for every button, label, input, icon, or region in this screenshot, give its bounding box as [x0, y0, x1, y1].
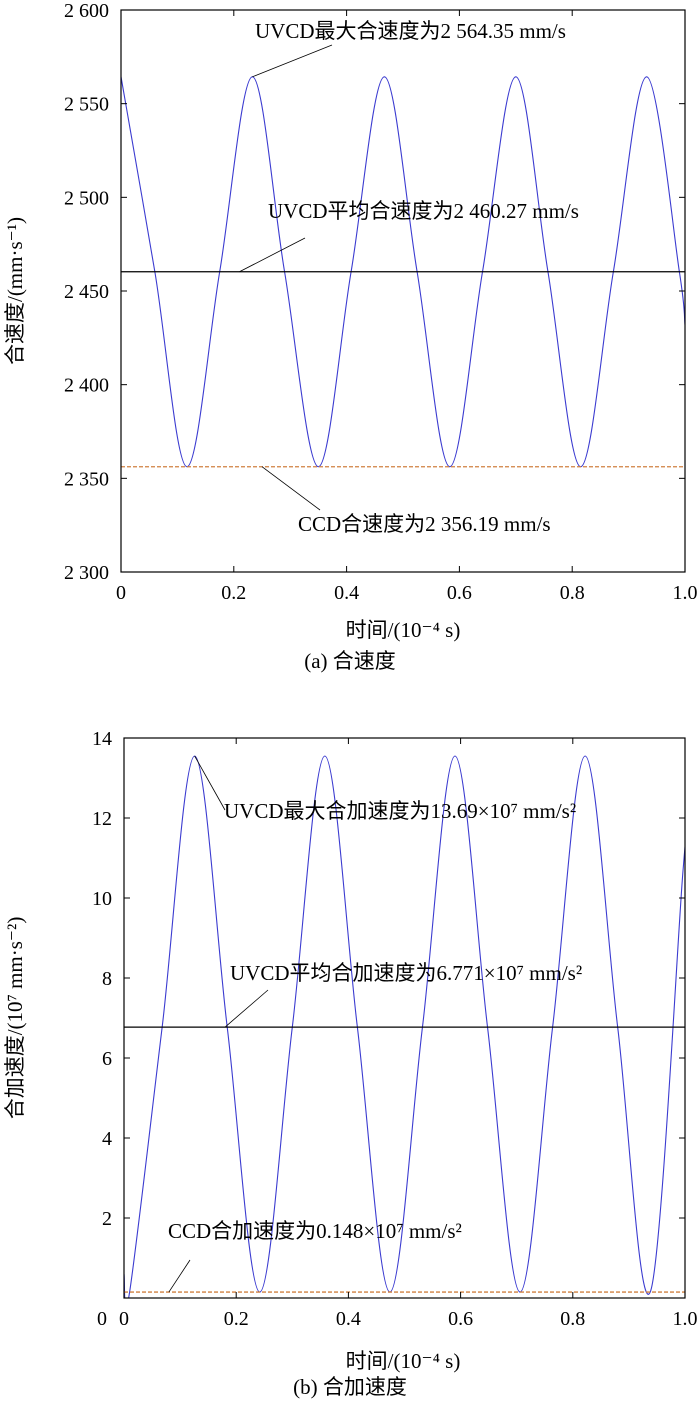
annotation-label: UVCD最大合速度为2 564.35 mm/s	[255, 19, 566, 43]
y-tick-label: 8	[102, 968, 112, 990]
annotation-label: CCD合加速度为0.148×10⁷ mm/s²	[168, 1219, 462, 1243]
x-tick-label: 0.2	[221, 582, 246, 604]
y-axis-title: 合速度/(mm·s⁻¹)	[3, 217, 27, 365]
annotation-leader	[261, 466, 321, 511]
annotation-leader	[224, 989, 269, 1028]
x-tick-label: 0.8	[560, 1308, 585, 1330]
plot-frame	[120, 9, 686, 573]
y-tick-label: 14	[92, 728, 112, 750]
chart-panel-a: 0 0.2 0.4 0.6 0.8 1.0 2 300 2 350 2 400 2 450 2 50…	[3, 0, 698, 673]
y-axis-title: 合加速度/(10⁷ mm·s⁻²)	[3, 917, 27, 1120]
y-tick-label: 4	[102, 1128, 112, 1150]
y-tick-label: 2 450	[64, 281, 109, 303]
y-tick-label: 6	[102, 1048, 112, 1070]
annotation-leader	[239, 237, 306, 273]
y-tick-label: 2 550	[64, 94, 109, 116]
y-tick-label: 2 400	[64, 375, 109, 397]
y-tick-label: 12	[92, 808, 112, 830]
chart-panel-b: 0 0.2 0.4 0.6 0.8 1.0 2 4 6 8 10 12 14 0 UVCD最大合加速度为13…	[3, 728, 698, 1399]
x-tick-label: 0	[119, 1308, 129, 1330]
plot-frame	[123, 737, 686, 1299]
y-tick-label: 10	[92, 888, 112, 910]
x-tick-label-origin: 0	[97, 1308, 107, 1330]
y-tick-label: 2 600	[64, 0, 109, 22]
y-tick-label: 2 350	[64, 468, 109, 490]
x-axis-title: 时间/(10⁻⁴ s)	[346, 618, 461, 642]
y-tick-label: 2	[102, 1208, 112, 1230]
x-tick-label: 1.0	[673, 1308, 698, 1330]
annotation-leader	[194, 755, 226, 811]
x-tick-label: 1.0	[673, 582, 698, 604]
x-tick-label: 0.6	[447, 582, 472, 604]
x-tick-label: 0.4	[336, 1308, 361, 1330]
series-line-0	[121, 76, 685, 468]
figure-caption: (b) 合加速度	[293, 1375, 407, 1399]
annotation-leader	[168, 1259, 191, 1293]
x-tick-label: 0	[116, 582, 126, 604]
figure-caption: (a) 合速度	[304, 649, 396, 673]
x-axis-title: 时间/(10⁻⁴ s)	[346, 1349, 461, 1373]
y-tick-label: 2 500	[64, 187, 109, 209]
annotation-label: UVCD平均合加速度为6.771×10⁷ mm/s²	[230, 961, 582, 985]
x-tick-label: 0.8	[560, 582, 585, 604]
x-tick-label: 0.6	[448, 1308, 473, 1330]
x-tick-label: 0.4	[334, 582, 359, 604]
annotation-leader	[252, 44, 333, 78]
annotation-label: CCD合速度为2 356.19 mm/s	[298, 512, 551, 536]
y-tick-label: 2 300	[64, 562, 109, 584]
series-line-0	[124, 755, 685, 1298]
x-tick-label: 0.2	[224, 1308, 249, 1330]
annotation-label: UVCD平均合速度为2 460.27 mm/s	[268, 199, 579, 223]
annotation-label: UVCD最大合加速度为13.69×10⁷ mm/s²	[224, 799, 576, 823]
